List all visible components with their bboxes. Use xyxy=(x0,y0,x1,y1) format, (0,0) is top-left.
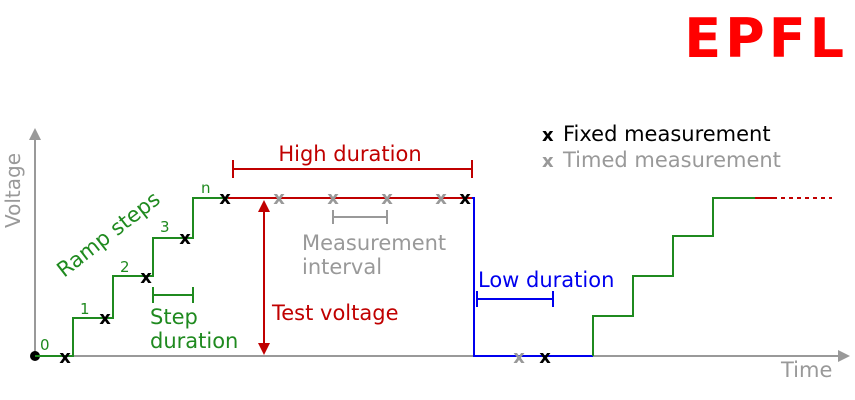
timed-measurement-marker: x xyxy=(513,347,525,368)
step-label-1: 1 xyxy=(80,300,90,318)
fixed-measurement-marker: x xyxy=(99,308,111,329)
step-duration-label-line1: Step xyxy=(150,305,198,329)
timed-measurement-marker: x xyxy=(435,188,447,209)
legend-timed-label: Timed measurement xyxy=(562,148,781,172)
test-voltage-arrow-head-top xyxy=(258,200,270,212)
fixed-measurement-marker: x xyxy=(140,267,152,288)
step-label-0: 0 xyxy=(40,336,50,354)
epfl-logo: EPFL xyxy=(684,7,848,70)
step-label-2: 2 xyxy=(120,258,130,276)
test-voltage-arrow-head-bottom xyxy=(258,343,270,355)
fixed-measurement-marker: x xyxy=(459,188,471,209)
test-voltage-label: Test voltage xyxy=(271,301,399,325)
low-duration-label: Low duration xyxy=(478,268,614,292)
legend-fixed-label: Fixed measurement xyxy=(563,122,771,146)
low-waveform xyxy=(472,197,593,357)
ramp-waveform xyxy=(35,197,228,357)
step-label-n: n xyxy=(201,179,211,197)
timed-measurement-marker: x xyxy=(381,188,393,209)
legend-fixed-marker: x xyxy=(542,125,554,146)
fixed-measurement-marker: x xyxy=(219,188,231,209)
second-ramp-waveform xyxy=(592,197,755,356)
y-axis-label: Voltage xyxy=(1,153,25,228)
step-duration-label-line2: duration xyxy=(150,329,238,353)
measurement-interval-label-line2: interval xyxy=(302,255,382,279)
timed-measurement-marker: x xyxy=(273,188,285,209)
timed-measurement-marker: x xyxy=(327,188,339,209)
fixed-measurement-marker: x xyxy=(179,228,191,249)
x-axis-label: Time xyxy=(780,358,832,382)
step-label-3: 3 xyxy=(160,218,170,236)
high-duration-label: High duration xyxy=(278,142,421,166)
legend-timed-marker: x xyxy=(542,151,554,172)
measurement-interval-label-line1: Measurement xyxy=(302,231,446,255)
fixed-measurement-marker: x xyxy=(59,347,71,368)
fixed-measurement-marker: x xyxy=(539,347,551,368)
